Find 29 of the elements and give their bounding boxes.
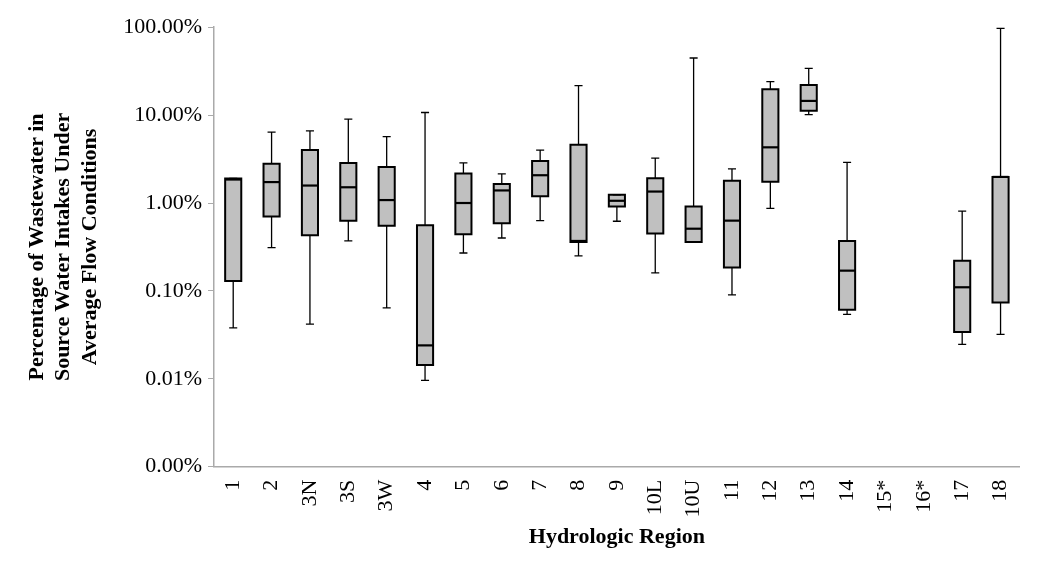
x-tick-label: 2 [257,479,283,491]
x-tick-label: 7 [525,479,551,491]
y-tick-label: 10.00% [134,100,203,126]
x-tick-label: 10L [641,479,667,516]
x-tick-label: 5 [449,479,475,491]
y-tick-label: 0.00% [145,452,203,478]
x-tick-label: 12 [756,479,782,502]
x-tick-label: 15* [871,479,897,513]
x-tick-label: 3S [334,479,360,503]
x-axis-title: Hydrologic Region [528,523,705,549]
x-tick-label: 11 [717,479,743,501]
x-tick-label: 16* [909,479,935,513]
x-tick-label: 14 [832,479,858,502]
y-axis-title: Percentage of Wastewater in Source Water Intakes Under Average Flow Conditions [22,112,101,382]
x-tick-label: 8 [564,479,590,491]
x-tick-label: 6 [487,479,513,491]
y-tick-label: 0.01% [145,364,203,390]
y-tick-label: 1.00% [145,188,203,214]
x-tick-label: 13 [794,479,820,502]
y-tick-label: 100.00% [123,12,203,38]
x-tick-label: 18 [986,479,1012,502]
x-tick-label: 10U [679,479,705,518]
x-tick-label: 1 [218,479,244,491]
y-tick-label: 0.10% [145,276,203,302]
x-tick-label: 17 [947,479,973,502]
x-tick-label: 3W [372,479,398,512]
x-tick-label: 4 [410,479,436,491]
x-tick-label: 3N [295,479,321,507]
x-tick-label: 9 [602,479,628,491]
